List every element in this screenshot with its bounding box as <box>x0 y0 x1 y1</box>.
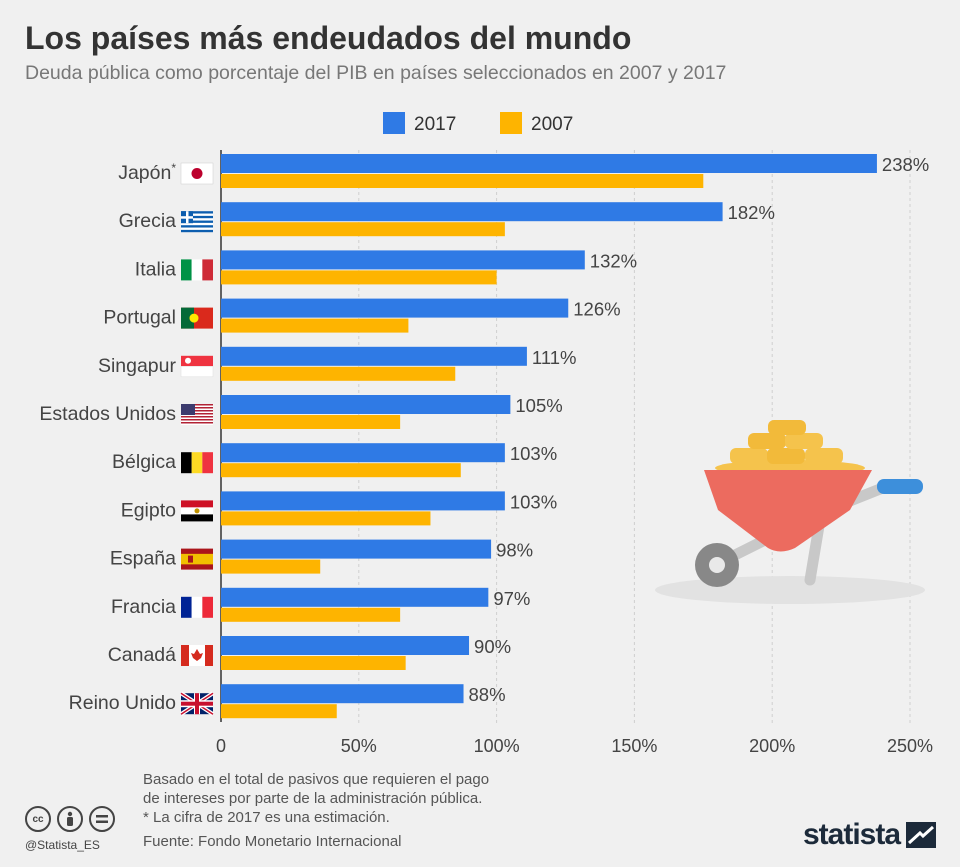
flag-spain-icon <box>181 548 213 570</box>
category-label: Grecia <box>119 210 177 232</box>
flag-singapore-icon <box>180 355 214 378</box>
social-handle: @Statista_ES <box>25 838 100 852</box>
bar-2017[interactable] <box>221 539 492 559</box>
flag-portugal-icon <box>181 307 213 329</box>
bar-2007[interactable] <box>221 463 461 478</box>
category-label: Estados Unidos <box>39 403 176 425</box>
bar-2007[interactable] <box>221 415 401 429</box>
statista-logo[interactable]: statista <box>803 818 937 852</box>
data-label: 90% <box>474 636 511 657</box>
bar-2017[interactable] <box>221 395 511 414</box>
bar-chart: 2017 2007 238% Japón* 182% Grecia 132% Italia 1… <box>39 112 933 756</box>
bar-2017[interactable] <box>221 684 464 704</box>
bar-2017[interactable] <box>221 491 505 511</box>
bar-2007[interactable] <box>221 704 337 719</box>
bar-2007[interactable] <box>221 222 505 237</box>
bar-2017[interactable] <box>221 443 505 463</box>
bar-2017[interactable] <box>221 154 877 173</box>
flag-uk-icon <box>179 691 215 716</box>
data-label: 126% <box>573 299 620 320</box>
data-label: 182% <box>728 202 775 223</box>
footnote: Basado en el total de pasivos que requie… <box>143 770 489 827</box>
bar-2007[interactable] <box>221 270 497 285</box>
legend-swatch <box>500 112 522 134</box>
flag-greece-icon <box>181 211 213 233</box>
nd-icon <box>89 806 115 832</box>
bar-2007[interactable] <box>221 559 321 574</box>
x-tick-label: 50% <box>341 736 377 756</box>
category-label: Italia <box>135 258 176 280</box>
x-tick-label: 250% <box>887 736 933 756</box>
footnote-line: de intereses por parte de la administrac… <box>143 790 483 807</box>
x-tick-label: 150% <box>611 736 657 756</box>
bar-2007[interactable] <box>221 656 406 670</box>
x-tick-label: 0 <box>216 736 226 756</box>
brand-name: statista <box>803 818 901 851</box>
source-text: Fuente: Fondo Monetario Internacional <box>143 833 402 850</box>
data-label: 103% <box>510 491 557 512</box>
bar-2017[interactable] <box>221 250 585 270</box>
bar-2007[interactable] <box>221 174 704 188</box>
bar-2007[interactable] <box>221 366 456 381</box>
data-label: 132% <box>590 250 637 271</box>
license-icons: cc <box>25 806 115 832</box>
category-label: Reino Unido <box>69 692 176 714</box>
flag-japan-icon <box>180 162 214 185</box>
category-label: Egipto <box>121 499 176 521</box>
chart-title: Los países más endeudados del mundo <box>25 20 632 56</box>
cc-icon: cc <box>25 806 51 832</box>
legend-label: 2017 <box>414 114 456 135</box>
flag-canada-icon <box>181 645 213 666</box>
x-tick-label: 100% <box>474 736 520 756</box>
legend-label: 2007 <box>531 114 573 135</box>
data-label: 238% <box>882 154 929 175</box>
x-tick-label: 200% <box>749 736 795 756</box>
flag-egypt-icon <box>181 500 213 522</box>
data-label: 111% <box>532 347 577 368</box>
bar-2017[interactable] <box>221 298 569 318</box>
category-label: Canadá <box>108 644 176 666</box>
data-label: 88% <box>469 684 506 705</box>
category-label: Japón* <box>118 161 176 184</box>
data-label: 97% <box>493 588 530 609</box>
data-label: 103% <box>510 443 557 464</box>
flag-belgium-icon <box>181 452 213 474</box>
flag-usa-icon <box>181 404 213 425</box>
flag-italy-icon <box>181 259 213 281</box>
statista-mark-icon <box>906 822 937 848</box>
wheelbarrow-illustration <box>655 420 925 604</box>
bar-2017[interactable] <box>221 202 723 222</box>
data-label: 105% <box>515 395 562 416</box>
bar-2007[interactable] <box>221 607 401 622</box>
footnote-line: * La cifra de 2017 es una estimación. <box>143 809 390 826</box>
category-label: España <box>110 548 176 570</box>
flag-france-icon <box>181 596 213 618</box>
data-label: 98% <box>496 540 533 561</box>
bar-2007[interactable] <box>221 318 409 333</box>
category-label: Francia <box>111 596 176 618</box>
legend-swatch <box>383 112 405 134</box>
bar-2017[interactable] <box>221 587 489 607</box>
bar-2017[interactable] <box>221 636 470 655</box>
category-label: Singapur <box>98 355 177 377</box>
by-icon <box>57 806 83 832</box>
chart-subtitle: Deuda pública como porcentaje del PIB en… <box>25 62 727 84</box>
footnote-line: Basado en el total de pasivos que requie… <box>143 771 490 788</box>
bar-2007[interactable] <box>221 511 431 526</box>
bar-2017[interactable] <box>221 346 527 366</box>
category-label: Bélgica <box>112 451 176 473</box>
category-label: Portugal <box>103 307 176 329</box>
